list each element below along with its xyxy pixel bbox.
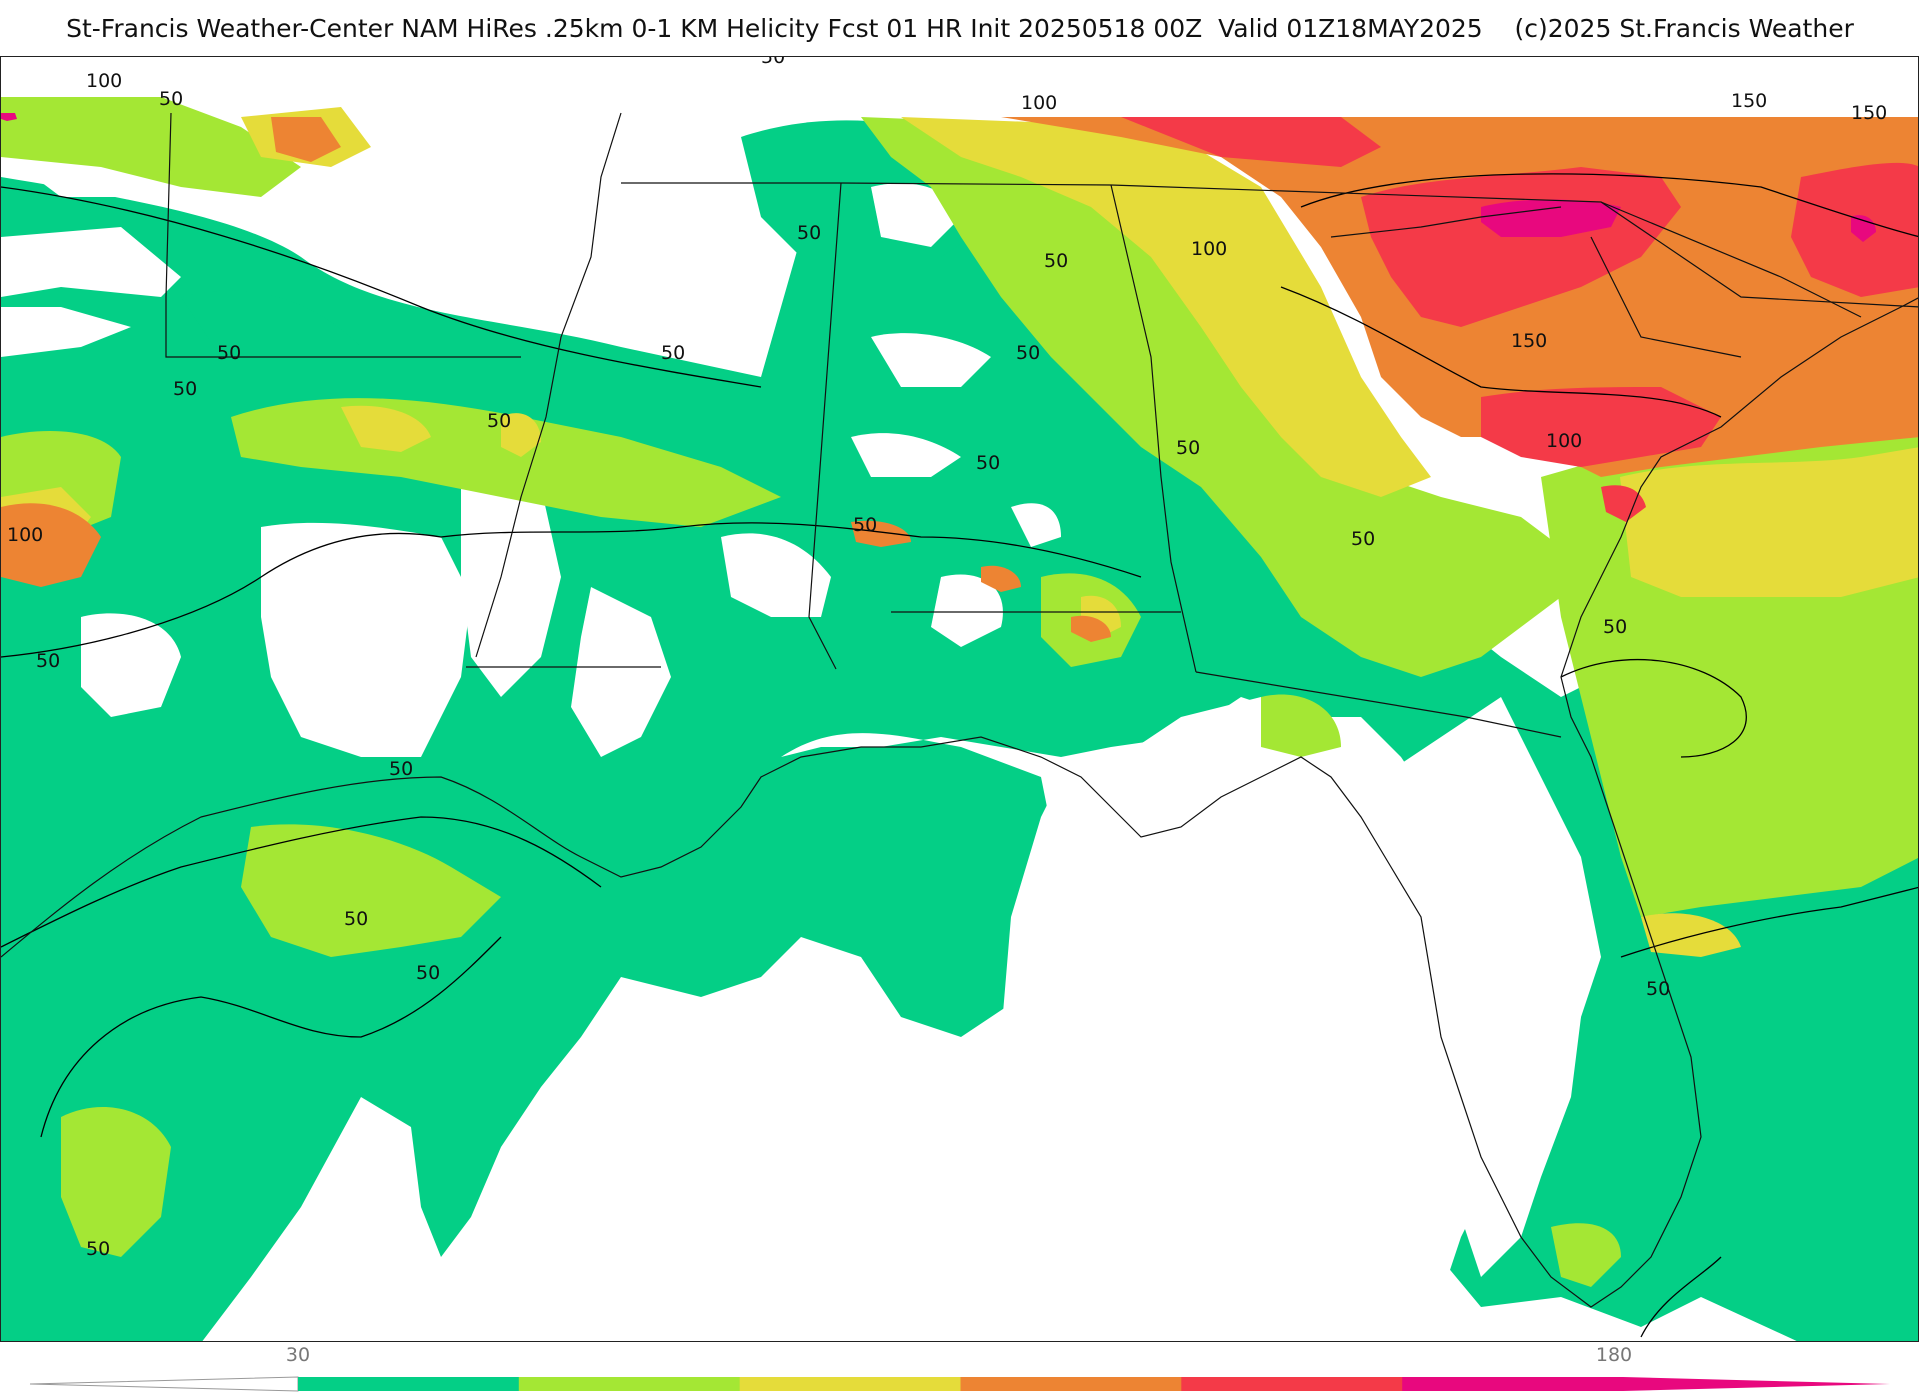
state-borders xyxy=(165,112,1918,738)
contour-label: 150 xyxy=(1731,90,1767,112)
contour-label: 50 xyxy=(761,57,785,68)
contour-label: 50 xyxy=(661,342,685,364)
contour-label: 50 xyxy=(159,88,183,110)
colorbar-segment xyxy=(1402,1377,1624,1391)
contour-label: 50 xyxy=(976,452,1000,474)
contour-label: 100 xyxy=(1021,92,1057,114)
contour-label-group: 100 50 100 150 150 50 100 50 50 50 50 50… xyxy=(7,57,1887,1260)
colorbar-high-extension xyxy=(1623,1377,1890,1391)
colorbar-segment xyxy=(518,1377,741,1391)
contour-label: 50 xyxy=(1176,437,1200,459)
contour-label: 100 xyxy=(86,70,122,92)
colorbar-low-extension xyxy=(29,1376,299,1392)
colorbar-segment xyxy=(739,1377,961,1391)
shading-gaps xyxy=(1,114,1581,1341)
colorbar-tick-high: 180 xyxy=(1595,1344,1633,1366)
contour-label: 100 xyxy=(1191,238,1227,260)
coastline xyxy=(1,297,1918,1308)
contour-label: 50 xyxy=(487,410,511,432)
contour-label: 150 xyxy=(1851,102,1887,124)
contour-label: 50 xyxy=(389,758,413,780)
colorbar-tick-low: 30 xyxy=(285,1344,311,1366)
contour-label: 150 xyxy=(1511,330,1547,352)
contour-label: 50 xyxy=(173,378,197,400)
colorbar-segment xyxy=(298,1377,520,1391)
contour-label: 50 xyxy=(416,962,440,984)
contour-label: 50 xyxy=(1044,250,1068,272)
contour-label: 50 xyxy=(797,222,821,244)
contour-label: 50 xyxy=(1646,978,1670,1000)
contour-lines xyxy=(1,173,1918,1338)
contour-label: 50 xyxy=(217,342,241,364)
colorbar-segments xyxy=(298,1377,1624,1391)
helicity-map: 100 50 100 150 150 50 100 50 50 50 50 50… xyxy=(0,56,1919,1342)
contour-label: 50 xyxy=(86,1238,110,1260)
colorbar xyxy=(29,1376,1890,1392)
contour-label: 50 xyxy=(1351,528,1375,550)
contour-label: 50 xyxy=(853,514,877,536)
contour-label: 100 xyxy=(1546,430,1582,452)
contour-label: 50 xyxy=(1603,616,1627,638)
contour-label: 100 xyxy=(7,524,43,546)
contour-label: 50 xyxy=(1016,342,1040,364)
contour-label: 50 xyxy=(36,650,60,672)
colorbar-segment xyxy=(960,1377,1182,1391)
contour-label: 50 xyxy=(344,908,368,930)
map-title: St-Francis Weather-Center NAM HiRes .25k… xyxy=(66,14,1854,43)
colorbar-segment xyxy=(1181,1377,1403,1391)
